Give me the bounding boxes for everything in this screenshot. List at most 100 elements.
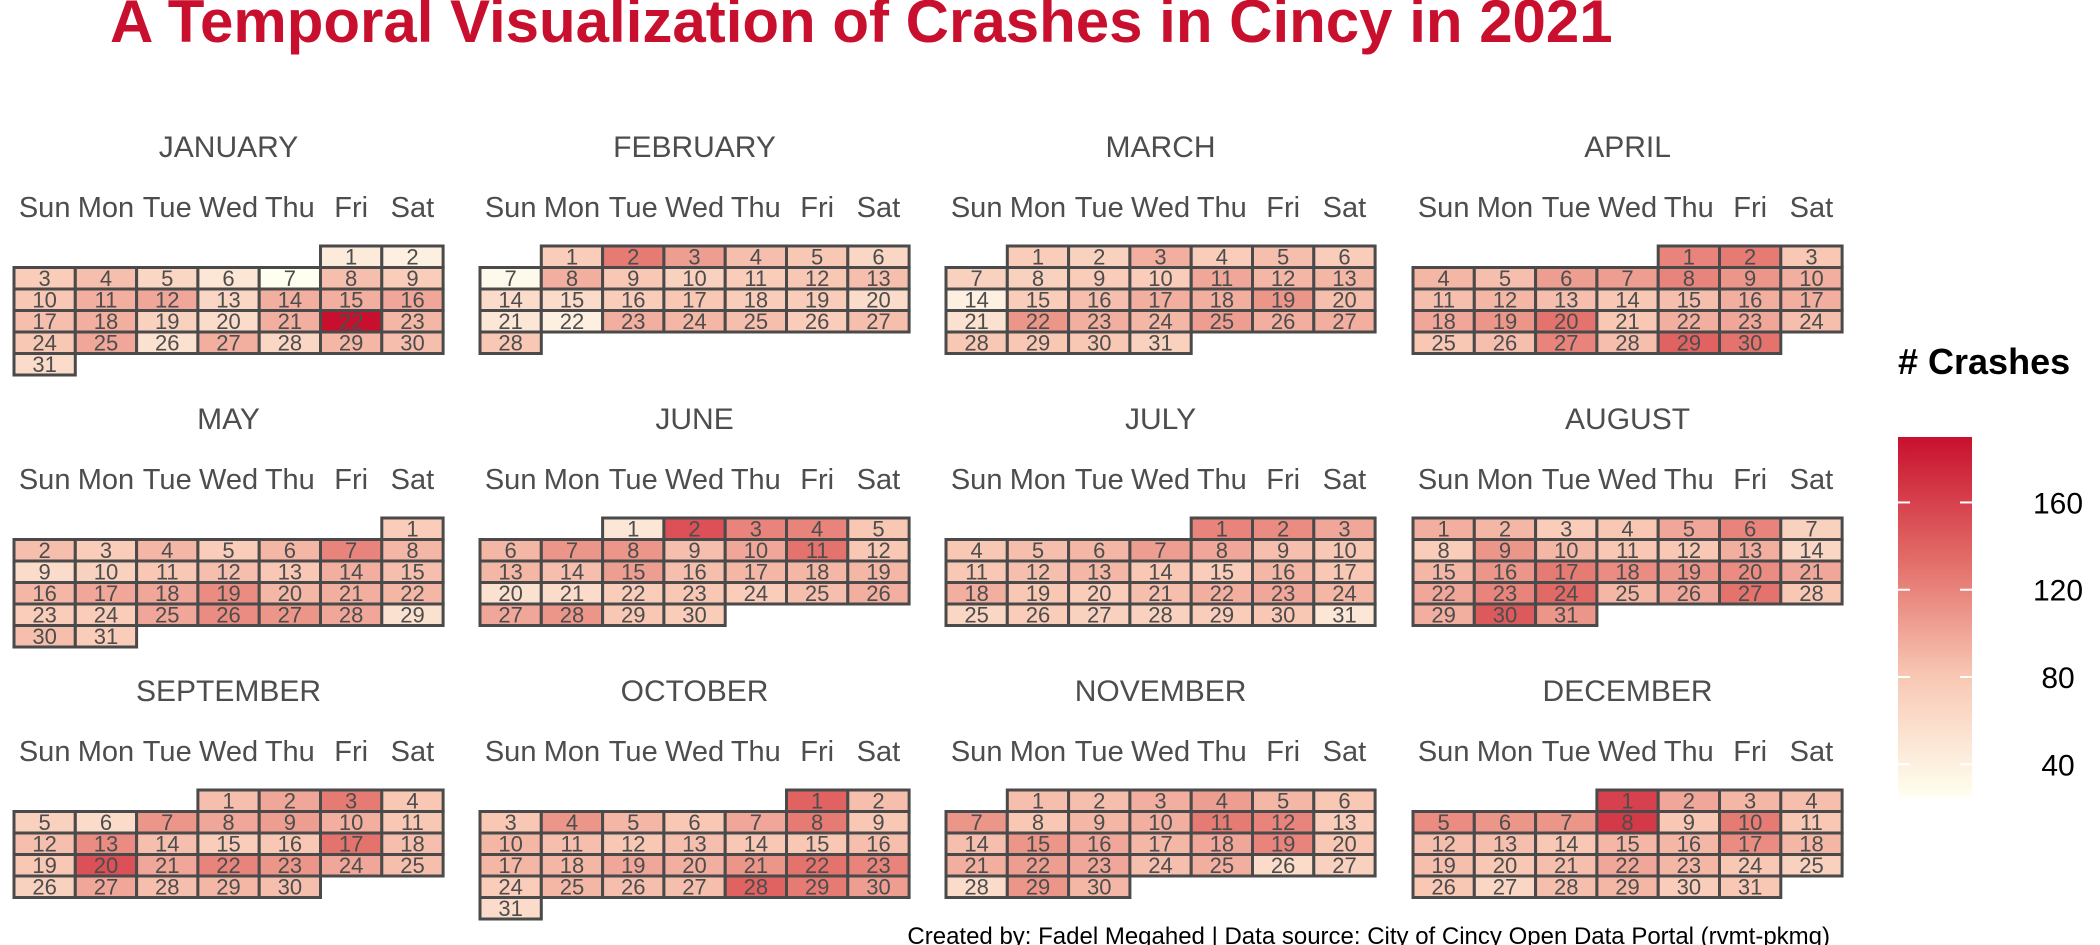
day-number: 5: [1277, 789, 1289, 814]
weekday-label: Sun: [485, 192, 537, 224]
day-number: 18: [805, 560, 829, 585]
day-number: 9: [1744, 266, 1756, 291]
day-number: 10: [1148, 810, 1172, 835]
weekday-label: Tue: [609, 464, 658, 496]
weekday-label: Thu: [1664, 192, 1714, 224]
day-number: 17: [339, 832, 363, 857]
weekday-label: Fri: [334, 192, 368, 224]
day-number: 14: [1799, 538, 1823, 563]
weekday-label: Mon: [544, 736, 600, 768]
weekday-label: Wed: [1598, 464, 1657, 496]
day-number: 12: [805, 266, 829, 291]
day-number: 7: [1560, 810, 1572, 835]
day-number: 8: [1621, 810, 1633, 835]
day-number: 29: [1026, 875, 1050, 900]
day-number: 11: [965, 560, 988, 585]
day-number: 29: [339, 331, 363, 356]
day-number: 9: [1093, 266, 1105, 291]
day-number: 5: [1277, 245, 1289, 270]
day-number: 22: [1677, 309, 1701, 334]
day-number: 10: [32, 288, 56, 313]
day-number: 20: [216, 309, 240, 334]
day-cell: [380, 330, 445, 355]
day-number: 17: [94, 581, 118, 606]
day-number: 10: [682, 266, 706, 291]
day-number: 22: [805, 853, 829, 878]
day-number: 29: [1615, 875, 1639, 900]
weekday-label: Sun: [951, 464, 1003, 496]
day-number: 16: [682, 560, 706, 585]
day-number: 7: [1154, 538, 1166, 563]
day-number: 23: [866, 853, 890, 878]
day-number: 10: [94, 560, 118, 585]
day-number: 24: [498, 875, 522, 900]
day-number: 29: [400, 603, 424, 628]
day-number: 25: [400, 853, 424, 878]
legend-ticks: 40 80 120 160: [1898, 487, 2083, 782]
day-number: 29: [1677, 331, 1701, 356]
weekday-label: Tue: [143, 464, 192, 496]
day-number: 6: [1338, 789, 1350, 814]
day-number: 26: [1431, 875, 1455, 900]
day-number: 23: [1087, 853, 1111, 878]
weekday-label: Wed: [199, 192, 258, 224]
day-number: 27: [1493, 875, 1517, 900]
day-number: 19: [1677, 560, 1701, 585]
day-number: 14: [964, 832, 988, 857]
day-number: 9: [1683, 810, 1695, 835]
day-number: 21: [278, 309, 302, 334]
day-number: 15: [1615, 832, 1639, 857]
day-number: 7: [971, 266, 983, 291]
day-number: 24: [339, 853, 363, 878]
day-number: 16: [1271, 560, 1295, 585]
day-number: 22: [1026, 853, 1050, 878]
day-number: 9: [1093, 810, 1105, 835]
day-number: 8: [1438, 538, 1450, 563]
day-number: 11: [1432, 288, 1455, 313]
day-cell: [662, 602, 727, 627]
month-label: NOVEMBER: [1075, 675, 1247, 708]
day-number: 6: [1744, 517, 1756, 542]
weekday-label: Tue: [143, 192, 192, 224]
weekday-label: Sun: [19, 736, 71, 768]
day-number: 27: [1554, 331, 1578, 356]
day-number: 28: [964, 331, 988, 356]
weekday-label: Fri: [800, 192, 834, 224]
day-cell: [380, 853, 445, 878]
day-number: 12: [1271, 266, 1295, 291]
day-number: 30: [682, 603, 706, 628]
day-number: 9: [1499, 538, 1511, 563]
day-number: 6: [1093, 538, 1105, 563]
legend-title: # Crashes: [1898, 341, 2070, 382]
weekday-label: Sat: [391, 736, 435, 768]
weekday-label: Sat: [857, 464, 901, 496]
day-number: 2: [1499, 517, 1511, 542]
day-number: 11: [1800, 810, 1823, 835]
day-number: 15: [560, 288, 584, 313]
day-number: 11: [1616, 538, 1639, 563]
day-number: 19: [32, 853, 56, 878]
day-number: 3: [1560, 517, 1572, 542]
day-number: 22: [1431, 581, 1455, 606]
weekday-label: Mon: [1477, 464, 1533, 496]
day-number: 5: [872, 517, 884, 542]
day-number: 23: [32, 603, 56, 628]
day-cell: [1312, 853, 1377, 878]
day-number: 31: [498, 896, 522, 921]
weekday-label: Thu: [731, 192, 781, 224]
weekday-label: Tue: [1542, 464, 1591, 496]
day-number: 4: [566, 810, 578, 835]
day-number: 19: [866, 560, 890, 585]
month-label: SEPTEMBER: [136, 675, 321, 708]
month-label: FEBRUARY: [613, 131, 776, 164]
day-number: 8: [566, 266, 578, 291]
day-number: 30: [278, 875, 302, 900]
day-number: 20: [1554, 309, 1578, 334]
day-number: 2: [1277, 517, 1289, 542]
day-number: 17: [1554, 560, 1578, 585]
day-cell: [1067, 874, 1132, 899]
weekday-label: Mon: [78, 736, 134, 768]
day-number: 7: [345, 538, 357, 563]
